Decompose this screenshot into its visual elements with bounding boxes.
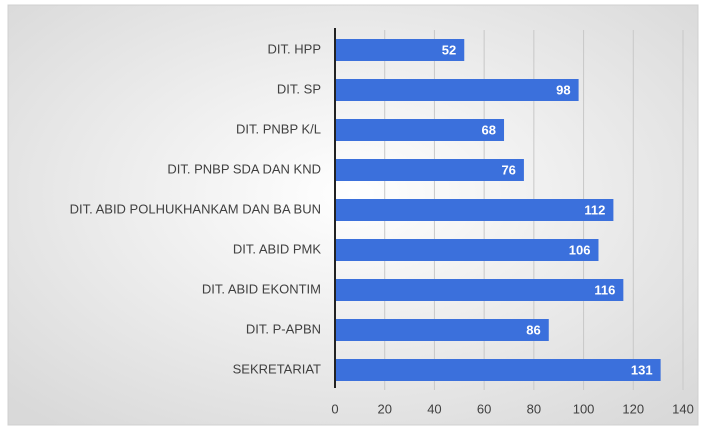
y-tick-label: DIT. P-APBN — [246, 321, 321, 336]
y-tick-label: DIT. HPP — [268, 41, 321, 56]
y-tick-label: DIT. ABID POLHUKHANKAM DAN BA BUN — [70, 201, 321, 216]
y-tick-label: DIT. ABID PMK — [233, 241, 321, 256]
data-label: 131 — [631, 362, 653, 377]
x-tick-label: 120 — [622, 401, 644, 416]
bar — [335, 39, 465, 61]
data-label: 68 — [482, 122, 496, 137]
x-tick-label: 0 — [331, 401, 338, 416]
data-label: 98 — [556, 82, 570, 97]
bar — [335, 79, 579, 101]
y-tick-label: DIT. PNBP K/L — [236, 121, 321, 136]
x-tick-label: 60 — [477, 401, 491, 416]
bar — [335, 199, 614, 221]
data-label: 86 — [526, 322, 540, 337]
x-tick-label: 100 — [573, 401, 595, 416]
bar — [335, 119, 505, 141]
y-tick-label: DIT. PNBP SDA DAN KND — [167, 161, 321, 176]
x-tick-label: 80 — [527, 401, 541, 416]
data-label: 116 — [594, 282, 615, 297]
data-label: 76 — [501, 162, 515, 177]
x-tick-label: 20 — [377, 401, 391, 416]
y-tick-label: DIT. SP — [277, 81, 321, 96]
bar — [335, 159, 524, 181]
bar — [335, 359, 661, 381]
data-label: 112 — [584, 202, 605, 217]
bar — [335, 239, 599, 261]
bar — [335, 279, 624, 301]
data-label: 106 — [569, 242, 591, 257]
bar — [335, 319, 549, 341]
y-tick-label: DIT. ABID EKONTIM — [202, 281, 321, 296]
x-tick-label: 140 — [672, 401, 694, 416]
x-tick-label: 40 — [427, 401, 441, 416]
y-tick-label: SEKRETARIAT — [233, 361, 321, 376]
data-label: 52 — [442, 42, 456, 57]
